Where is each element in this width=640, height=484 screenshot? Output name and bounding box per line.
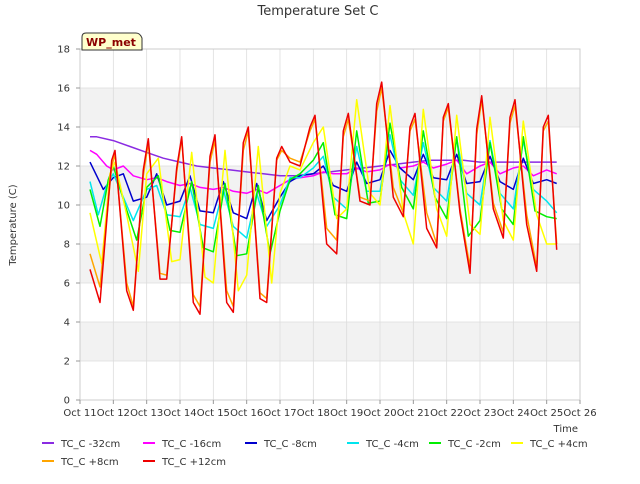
background-band [80, 88, 580, 127]
y-tick-label: 4 [64, 318, 70, 329]
x-tick-label: Oct 15 [197, 408, 230, 419]
y-tick-label: 2 [64, 357, 70, 368]
legend-label: TC_C -16cm [161, 439, 221, 450]
legend-label: TC_C +8cm [60, 457, 119, 468]
site-label-box: WP_met [81, 32, 143, 51]
site-label: WP_met [86, 36, 136, 49]
x-tick-label: Oct 25 [530, 408, 563, 419]
x-axis-label: Time [553, 424, 578, 435]
background-band [80, 322, 580, 361]
legend-label: TC_C -8cm [263, 439, 317, 450]
legend-label: TC_C +12cm [161, 457, 226, 468]
x-tick-label: Oct 26 [563, 408, 596, 419]
legend-label: TC_C -32cm [60, 439, 120, 450]
x-tick-label: Oct 20 [363, 408, 396, 419]
x-tick-label: Oct 11 [63, 408, 96, 419]
y-tick-label: 18 [57, 45, 70, 56]
series-line-TC_C +4cm [89, 98, 557, 292]
legend-label: TC_C +4cm [529, 439, 588, 450]
y-tick-label: 14 [57, 123, 70, 134]
y-axis-label: Temperature (C) [8, 184, 19, 266]
series-lines [89, 81, 558, 315]
x-tick-label: Oct 18 [297, 408, 330, 419]
x-tick-label: Oct 19 [330, 408, 363, 419]
background-bands [80, 88, 580, 361]
x-tick-label: Oct 22 [430, 408, 463, 419]
x-tick-label: Oct 24 [497, 408, 530, 419]
y-axis-ticks: 0 2 4 6 8 10 12 14 16 18 [57, 45, 80, 407]
y-tick-label: 10 [57, 201, 70, 212]
y-tick-label: 16 [57, 84, 70, 95]
series-line-TC_C -4cm [89, 134, 558, 239]
y-tick-label: 0 [64, 396, 70, 407]
y-tick-label: 8 [64, 240, 70, 251]
x-tick-label: Oct 23 [463, 408, 496, 419]
y-tick-label: 12 [57, 162, 70, 173]
x-tick-label: Oct 14 [163, 408, 196, 419]
legend-label: TC_C -2cm [447, 439, 501, 450]
legend: TC_C -32cm TC_C -16cm TC_C -8cm TC_C -4cm TC… [42, 439, 588, 468]
background-band [80, 244, 580, 283]
x-tick-label: Oct 17 [263, 408, 296, 419]
x-tick-label: Oct 16 [230, 408, 263, 419]
x-tick-label: Oct 12 [97, 408, 130, 419]
chart-title: Temperature Set C [256, 4, 378, 19]
legend-label: TC_C -4cm [365, 439, 419, 450]
x-tick-label: Oct 13 [130, 408, 163, 419]
x-axis-ticks: Oct 11 Oct 12 Oct 13 Oct 14 Oct 15 Oct 16 Oct … [63, 400, 597, 419]
y-tick-label: 6 [64, 279, 70, 290]
series-line-TC_C +12cm [89, 81, 558, 315]
x-tick-label: Oct 21 [397, 408, 430, 419]
plot-frame [79, 48, 581, 401]
